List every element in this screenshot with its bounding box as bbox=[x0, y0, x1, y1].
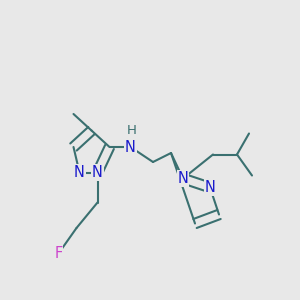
Text: F: F bbox=[54, 246, 63, 261]
Text: N: N bbox=[125, 140, 136, 154]
Text: N: N bbox=[178, 171, 188, 186]
Text: N: N bbox=[205, 180, 215, 195]
Text: N: N bbox=[74, 165, 85, 180]
Text: H: H bbox=[127, 124, 137, 137]
Text: N: N bbox=[92, 165, 103, 180]
